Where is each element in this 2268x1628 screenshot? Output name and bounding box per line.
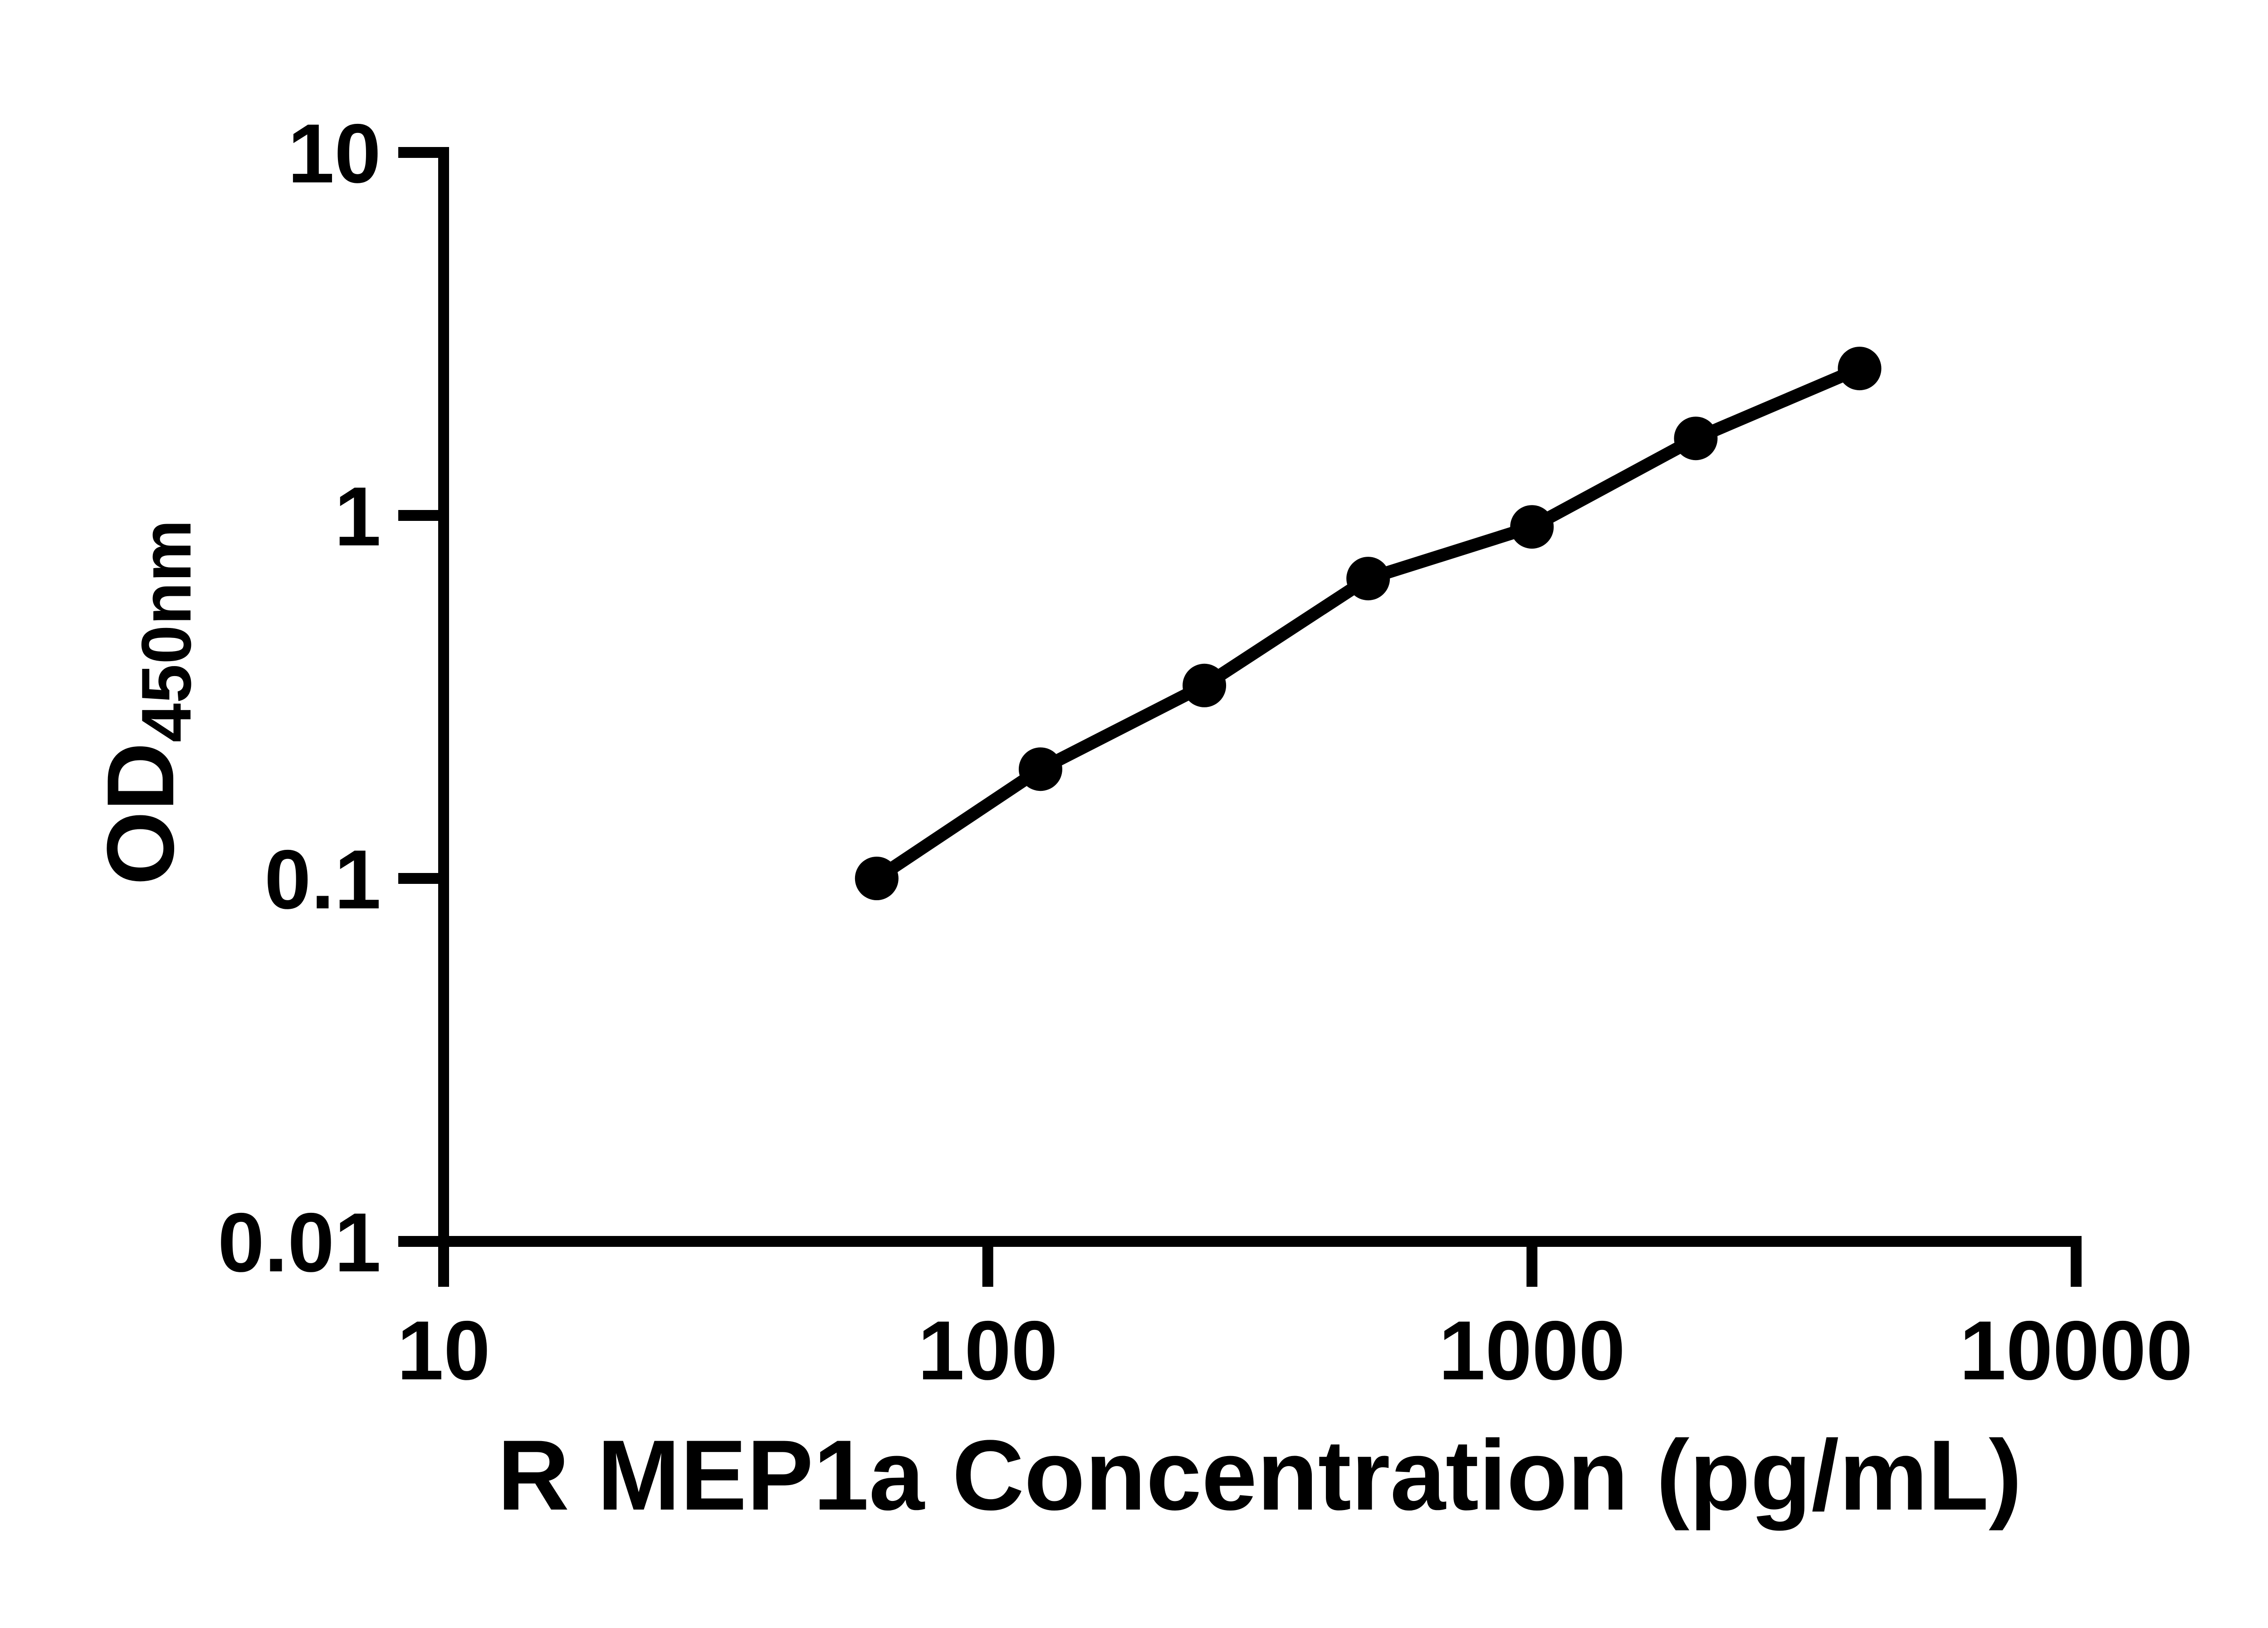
- x-tick-label: 10: [397, 1304, 490, 1398]
- y-tick-label: 1: [334, 470, 381, 564]
- y-tick-label: 0.01: [218, 1196, 381, 1290]
- data-point: [1346, 557, 1390, 601]
- data-point: [1838, 347, 1882, 391]
- data-point: [855, 857, 899, 900]
- x-tick-label: 1000: [1439, 1304, 1626, 1398]
- x-tick-label: 10000: [1960, 1304, 2193, 1398]
- data-point: [1510, 505, 1554, 549]
- y-tick-label: 10: [288, 107, 381, 201]
- x-tick-label: 100: [918, 1304, 1058, 1398]
- y-tick-label: 0.1: [264, 833, 381, 927]
- y-axis-title: OD450nm: [87, 520, 205, 885]
- y-axis-title-subscript: 450nm: [127, 519, 205, 743]
- data-point: [1018, 747, 1062, 791]
- data-point: [1674, 417, 1718, 461]
- data-point: [1183, 663, 1227, 707]
- y-axis-title-main: OD: [87, 742, 194, 886]
- x-axis-title: R MEP1a Concentration (pg/mL): [497, 1419, 2022, 1531]
